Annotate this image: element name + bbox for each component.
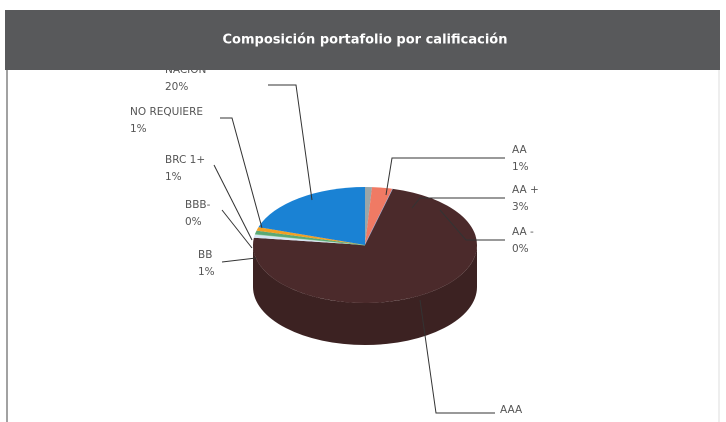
slice-side bbox=[253, 245, 477, 345]
leader-line bbox=[221, 257, 257, 263]
slice-label: BBB- bbox=[185, 199, 211, 211]
slice-value-label: 1% bbox=[512, 161, 529, 173]
slice-label: AA + bbox=[512, 184, 539, 196]
chart-title: Composición portafolio por calificación bbox=[223, 33, 508, 48]
leader-line bbox=[385, 157, 505, 196]
slice-value-label: 0% bbox=[512, 243, 529, 255]
slice bbox=[258, 187, 365, 245]
leader-line bbox=[221, 209, 253, 249]
slice-value-label: 20% bbox=[165, 81, 188, 93]
slice-label: AA - bbox=[512, 226, 534, 238]
slice bbox=[254, 230, 365, 245]
plot: AA1%AA +3%AA -0%AAA73%BB1%BBB-0%BRC 1+1%… bbox=[130, 64, 539, 422]
slice-value-label: 1% bbox=[165, 171, 182, 183]
slice-value-label: 1% bbox=[130, 123, 147, 135]
leader-line bbox=[419, 299, 495, 414]
slice-label: NO REQUIERE bbox=[130, 106, 203, 118]
slice bbox=[365, 187, 373, 245]
leader-line bbox=[411, 197, 505, 209]
slice-label: AAA bbox=[500, 404, 523, 416]
slice bbox=[254, 233, 366, 246]
slice-value-label: 1% bbox=[198, 266, 215, 278]
slice bbox=[253, 188, 478, 303]
slice-label: BB bbox=[198, 249, 212, 261]
leader-line bbox=[439, 209, 505, 241]
slice-label: BRC 1+ bbox=[165, 154, 205, 166]
slice-value-label: 3% bbox=[512, 201, 529, 213]
leader-line bbox=[268, 84, 313, 201]
leader-line bbox=[220, 117, 263, 229]
slice-value-label: 0% bbox=[185, 216, 202, 228]
header bbox=[5, 10, 720, 70]
leader-line bbox=[213, 164, 253, 241]
slice-label: AA bbox=[512, 144, 527, 156]
slice bbox=[256, 227, 365, 245]
